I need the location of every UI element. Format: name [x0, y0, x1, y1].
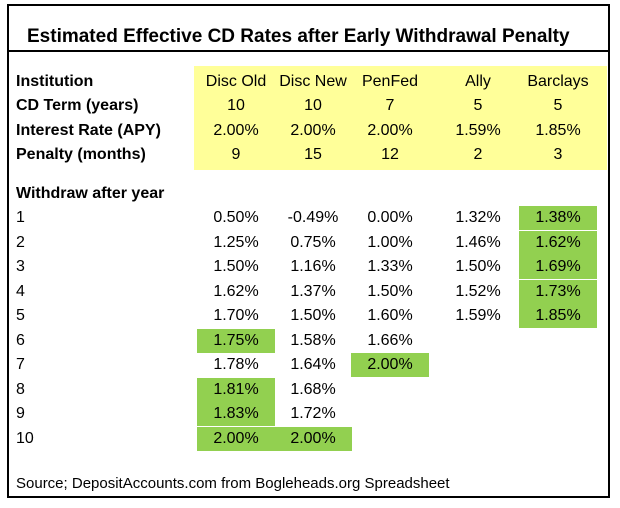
highlight-cell	[197, 402, 275, 426]
year-label: 1	[16, 209, 25, 226]
header-row-value: 15	[304, 146, 322, 163]
rate-cell: 0.00%	[367, 209, 413, 226]
rate-cell: 1.81%	[213, 381, 259, 398]
rate-cell: 2.00%	[213, 430, 259, 447]
highlight-cell	[519, 255, 597, 279]
header-row-value: 7	[385, 97, 395, 114]
highlight-cell	[274, 427, 352, 451]
rate-cell: 1.16%	[290, 258, 336, 275]
rate-cell: 1.85%	[535, 307, 581, 324]
rate-cell: 0.75%	[290, 234, 336, 251]
highlight-cell	[519, 206, 597, 230]
year-label: 2	[16, 234, 25, 251]
header-row-value: Disc New	[279, 73, 347, 90]
rate-cell: 1.69%	[535, 258, 581, 275]
header-row-value: 2.00%	[367, 122, 413, 139]
header-row-value: Disc Old	[205, 73, 267, 90]
header-row-label: Interest Rate (APY)	[16, 122, 161, 139]
rate-cell: 1.50%	[367, 283, 413, 300]
rate-cell: 1.50%	[213, 258, 259, 275]
rate-cell: 1.32%	[455, 209, 501, 226]
rate-cell: 1.72%	[290, 405, 336, 422]
rate-cell: 1.70%	[213, 307, 259, 324]
header-row-value: Ally	[465, 73, 491, 90]
rate-cell: -0.49%	[287, 209, 339, 226]
rate-cell: 0.50%	[213, 209, 259, 226]
rate-cell: 1.78%	[213, 356, 259, 373]
highlight-cell	[197, 378, 275, 402]
rate-cell: 1.62%	[535, 234, 581, 251]
header-row-value: 2.00%	[290, 122, 336, 139]
title-box: Estimated Effective CD Rates after Early…	[9, 6, 608, 52]
header-row-label: Penalty (months)	[16, 146, 146, 163]
header-row-label: CD Term (years)	[16, 97, 139, 114]
header-row-value: 10	[304, 97, 322, 114]
rate-cell: 1.25%	[213, 234, 259, 251]
year-label: 9	[16, 405, 25, 422]
rate-cell: 1.60%	[367, 307, 413, 324]
header-row-value: Barclays	[527, 73, 589, 90]
rate-cell: 1.83%	[213, 405, 259, 422]
rate-cell: 1.58%	[290, 332, 336, 349]
withdraw-label: Withdraw after year	[16, 185, 165, 202]
year-label: 3	[16, 258, 25, 275]
rate-cell: 1.50%	[290, 307, 336, 324]
rate-cell: 1.75%	[213, 332, 259, 349]
header-highlight	[194, 66, 607, 170]
rate-cell: 1.73%	[535, 283, 581, 300]
year-label: 6	[16, 332, 25, 349]
rate-cell: 1.38%	[535, 209, 581, 226]
header-row-value: 2	[473, 146, 483, 163]
header-row-value: 10	[227, 97, 245, 114]
year-label: 8	[16, 381, 25, 398]
header-row-value: 2.00%	[213, 122, 259, 139]
year-label: 5	[16, 307, 25, 324]
header-row-label: Institution	[16, 73, 94, 90]
rate-cell: 2.00%	[290, 430, 336, 447]
highlight-cell	[519, 304, 597, 328]
page-title: Estimated Effective CD Rates after Early…	[27, 26, 570, 47]
header-row-value: 5	[553, 97, 563, 114]
rate-cell: 1.66%	[367, 332, 413, 349]
highlight-cell	[197, 427, 275, 451]
rate-cell: 1.68%	[290, 381, 336, 398]
header-row-value: 3	[553, 146, 563, 163]
header-row-value: 5	[473, 97, 483, 114]
header-row-value: PenFed	[361, 73, 419, 90]
rate-cell: 1.46%	[455, 234, 501, 251]
year-label: 10	[16, 430, 34, 447]
highlight-cell	[197, 329, 275, 353]
header-row-value: 12	[381, 146, 399, 163]
rate-cell: 1.59%	[455, 307, 501, 324]
rate-cell: 1.50%	[455, 258, 501, 275]
rate-cell: 1.62%	[213, 283, 259, 300]
rate-cell: 2.00%	[367, 356, 413, 373]
highlight-cell	[519, 280, 597, 304]
year-label: 7	[16, 356, 25, 373]
year-label: 4	[16, 283, 25, 300]
rate-cell: 1.00%	[367, 234, 413, 251]
header-row-value: 1.85%	[535, 122, 581, 139]
header-row-value: 9	[231, 146, 241, 163]
rate-cell: 1.64%	[290, 356, 336, 373]
source-note: Source; DepositAccounts.com from Boglehe…	[16, 475, 450, 492]
rate-cell: 1.33%	[367, 258, 413, 275]
header-row-value: 1.59%	[455, 122, 501, 139]
rate-cell: 1.52%	[455, 283, 501, 300]
highlight-cell	[351, 353, 429, 377]
highlight-cell	[519, 231, 597, 255]
rate-cell: 1.37%	[290, 283, 336, 300]
